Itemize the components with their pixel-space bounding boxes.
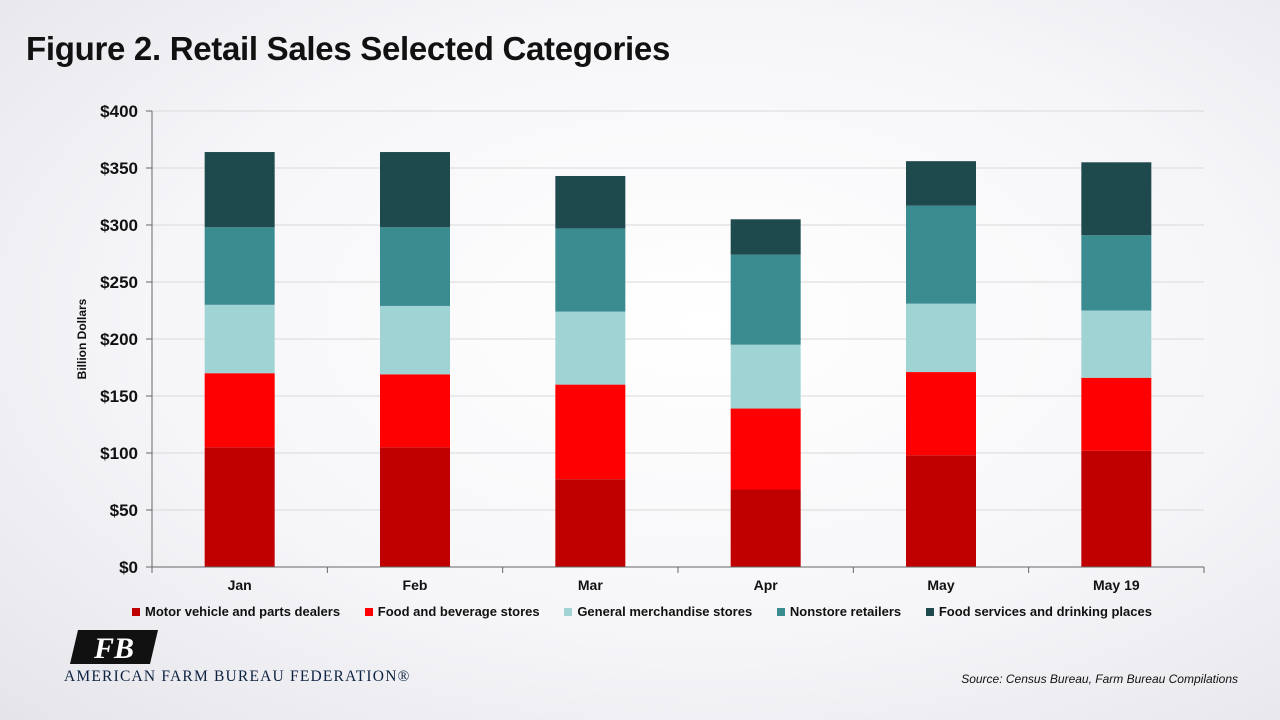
- bar-segment: [730, 408, 801, 490]
- bar-segment: [555, 384, 626, 480]
- x-tick-labels: Jan Feb Mar Apr May May 19: [228, 577, 1140, 593]
- bar-segment: [204, 304, 275, 374]
- bar-segment: [204, 373, 275, 448]
- legend-swatch: [776, 607, 785, 616]
- bar-segment: [555, 311, 626, 385]
- x-tick-label: Feb: [403, 577, 428, 593]
- x-tick-label: Mar: [578, 577, 603, 593]
- bar-segment: [1081, 377, 1152, 451]
- bar-segment: [555, 175, 626, 229]
- bar-segment: [380, 227, 450, 306]
- legend-swatch: [364, 607, 373, 616]
- x-tick-label: Apr: [754, 577, 779, 593]
- bar-segment: [906, 161, 976, 206]
- bar-segment: [730, 344, 801, 409]
- legend-item: Food services and drinking places: [925, 604, 1152, 619]
- y-tick-label: $50: [110, 501, 138, 520]
- logo-mark-letters: FB: [93, 632, 134, 665]
- y-tick-label: $200: [100, 330, 138, 349]
- legend-swatch: [564, 607, 573, 616]
- legend-item: Motor vehicle and parts dealers: [132, 604, 340, 619]
- gridlines: [152, 110, 1204, 511]
- y-tick-label: $250: [100, 273, 138, 292]
- bar-segment: [204, 152, 275, 228]
- legend-item: General merchandise stores: [564, 604, 752, 619]
- bar-segment: [730, 489, 801, 567]
- bar-segment: [204, 447, 275, 567]
- x-tick-label: May: [927, 577, 954, 593]
- bar-segment: [1081, 235, 1152, 311]
- page-title: Figure 2. Retail Sales Selected Categori…: [26, 30, 671, 67]
- bar-segment: [1081, 450, 1152, 567]
- legend-item: Nonstore retailers: [776, 604, 902, 619]
- y-tick-label: $150: [100, 387, 138, 406]
- x-tick-label: Jan: [228, 577, 252, 593]
- legend-item: Food and beverage stores: [364, 604, 540, 619]
- bar-segment: [380, 305, 450, 375]
- bar-segment: [555, 479, 626, 567]
- y-tick-labels: $0 $50 $100 $150 $200 $250 $300 $350 $400: [100, 102, 138, 577]
- bar-segment: [730, 219, 801, 255]
- chart-legend: Motor vehicle and parts dealers Food and …: [132, 604, 1152, 619]
- legend-label: Food services and drinking places: [938, 604, 1152, 619]
- axes: [146, 110, 1205, 573]
- x-tick-label: May 19: [1093, 577, 1140, 593]
- bar-segment: [906, 372, 976, 456]
- bar-segment: [906, 455, 976, 567]
- legend-label: Nonstore retailers: [789, 604, 902, 619]
- org-name: AMERICAN FARM BUREAU FEDERATION®: [64, 668, 411, 685]
- legend-label: General merchandise stores: [577, 604, 753, 619]
- bar-area: [204, 152, 1152, 567]
- legend-swatch: [132, 607, 140, 616]
- y-tick-label: $0: [119, 558, 138, 577]
- y-tick-label: $400: [100, 102, 138, 121]
- source-note: Source: Census Bureau, Farm Bureau Compi…: [961, 672, 1238, 686]
- bar-segment: [380, 447, 450, 567]
- bar-segment: [380, 374, 450, 448]
- y-tick-label: $100: [100, 444, 138, 463]
- bar-segment: [906, 205, 976, 304]
- y-axis-title: Billion Dollars: [75, 298, 89, 379]
- y-tick-label: $300: [100, 216, 138, 235]
- bar-segment: [906, 303, 976, 373]
- bar-segment: [730, 254, 801, 345]
- legend-label: Food and beverage stores: [377, 604, 540, 619]
- farm-bureau-logo-icon: FB: [70, 630, 158, 665]
- y-tick-label: $350: [100, 159, 138, 178]
- legend-swatch: [925, 607, 934, 616]
- bar-segment: [380, 152, 450, 228]
- bar-segment: [1081, 162, 1152, 236]
- bar-segment: [1081, 310, 1152, 378]
- bar-segment: [555, 228, 626, 312]
- stacked-bar-chart: $0 $50 $100 $150 $200 $250 $300 $350 $400 Jan Feb…: [75, 102, 1205, 593]
- bar-segment: [204, 227, 275, 305]
- legend-label: Motor vehicle and parts dealers: [145, 604, 341, 619]
